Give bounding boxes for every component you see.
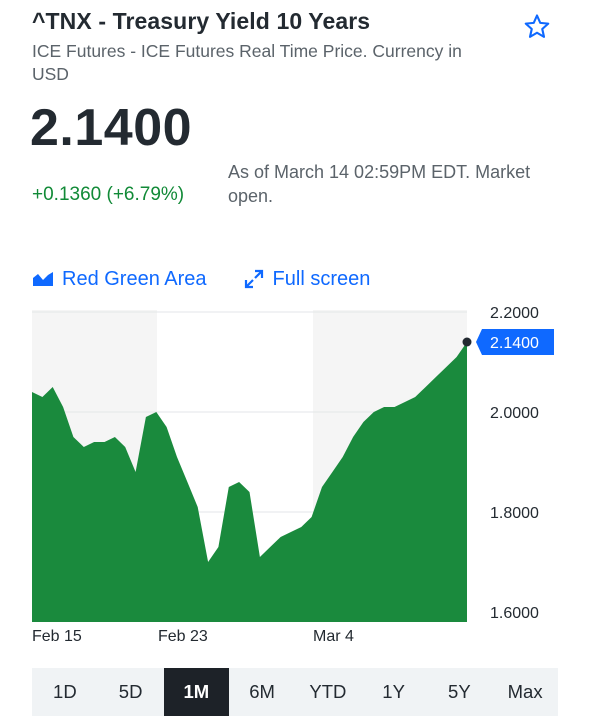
expand-icon [244, 269, 263, 289]
range-tab-6m[interactable]: 6M [249, 681, 275, 702]
price-chart[interactable]: 2.2000 2.0000 1.8000 1.6000 2.1400 [0, 300, 591, 660]
y-tick-label: 1.6000 [490, 605, 539, 622]
as-of-timestamp: As of March 14 02:59PM EDT. Market open. [228, 162, 531, 206]
current-price: 2.1400 [30, 99, 193, 157]
x-tick-label: Feb 23 [158, 628, 208, 645]
current-price-tag-label: 2.1400 [490, 335, 539, 352]
quote-header: ^TNX - Treasury Yield 10 Years [32, 6, 552, 36]
range-selector: 1D 5D 1M 6M YTD 1Y 5Y Max [32, 668, 558, 716]
range-tab-max[interactable]: Max [507, 681, 543, 702]
quote-subtitle: ICE Futures - ICE Futures Real Time Pric… [32, 41, 462, 84]
price-change: +0.1360 (+6.79%) [32, 184, 185, 205]
range-tab-ytd[interactable]: YTD [309, 681, 347, 702]
area-chart-icon [33, 272, 53, 286]
quote-title: ^TNX - Treasury Yield 10 Years [32, 8, 371, 34]
y-tick-label: 2.2000 [490, 305, 539, 322]
x-tick-label: Mar 4 [313, 628, 354, 645]
x-tick-label: Feb 15 [32, 628, 82, 645]
price-area [32, 342, 467, 622]
range-tab-1y[interactable]: 1Y [382, 681, 405, 702]
range-tab-1m[interactable]: 1M [163, 668, 230, 716]
current-price-tag [476, 329, 554, 355]
chart-type-button[interactable]: Red Green Area [32, 268, 207, 291]
range-tab-5y[interactable]: 5Y [448, 681, 471, 702]
y-tick-label: 1.8000 [490, 505, 539, 522]
current-point-marker [462, 337, 472, 347]
range-tab-5d[interactable]: 5D [118, 681, 143, 702]
chart-controls: Red Green Area Full screen [32, 265, 370, 293]
range-tab-1d[interactable]: 1D [53, 681, 77, 702]
fullscreen-label: Full screen [272, 267, 371, 290]
chart-type-label: Red Green Area [62, 267, 207, 290]
star-icon[interactable] [522, 12, 552, 42]
fullscreen-button[interactable]: Full screen [243, 267, 371, 291]
y-tick-label: 2.0000 [490, 405, 539, 422]
